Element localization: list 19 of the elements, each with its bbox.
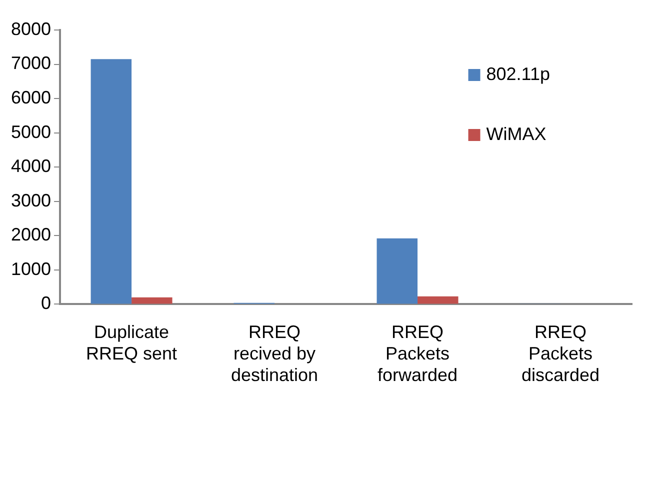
y-tick-label: 8000	[10, 18, 52, 39]
x-tick-label: Duplicate RREQ sent	[86, 322, 178, 364]
bar	[132, 297, 172, 304]
bar	[418, 296, 458, 304]
y-tick-label: 4000	[10, 156, 52, 176]
bar	[90, 59, 132, 304]
y-tick-label: 3000	[10, 190, 52, 210]
x-tick-label: RREQ Packets discarded	[521, 322, 600, 386]
y-tick-label: 0	[41, 293, 52, 314]
bar	[376, 238, 418, 304]
x-tick-label: RREQ Packets forwarded	[377, 322, 458, 386]
y-tick-label: 6000	[10, 88, 52, 108]
y-tick-label: 7000	[10, 53, 52, 74]
legend-label: 802.11p	[486, 64, 550, 84]
x-tick-label: RREQ recived by destination	[230, 322, 318, 386]
y-tick-label: 1000	[10, 258, 52, 279]
legend-label: WiMAX	[486, 124, 546, 144]
y-tick-label: 2000	[10, 224, 52, 245]
y-tick-label: 5000	[10, 122, 52, 142]
